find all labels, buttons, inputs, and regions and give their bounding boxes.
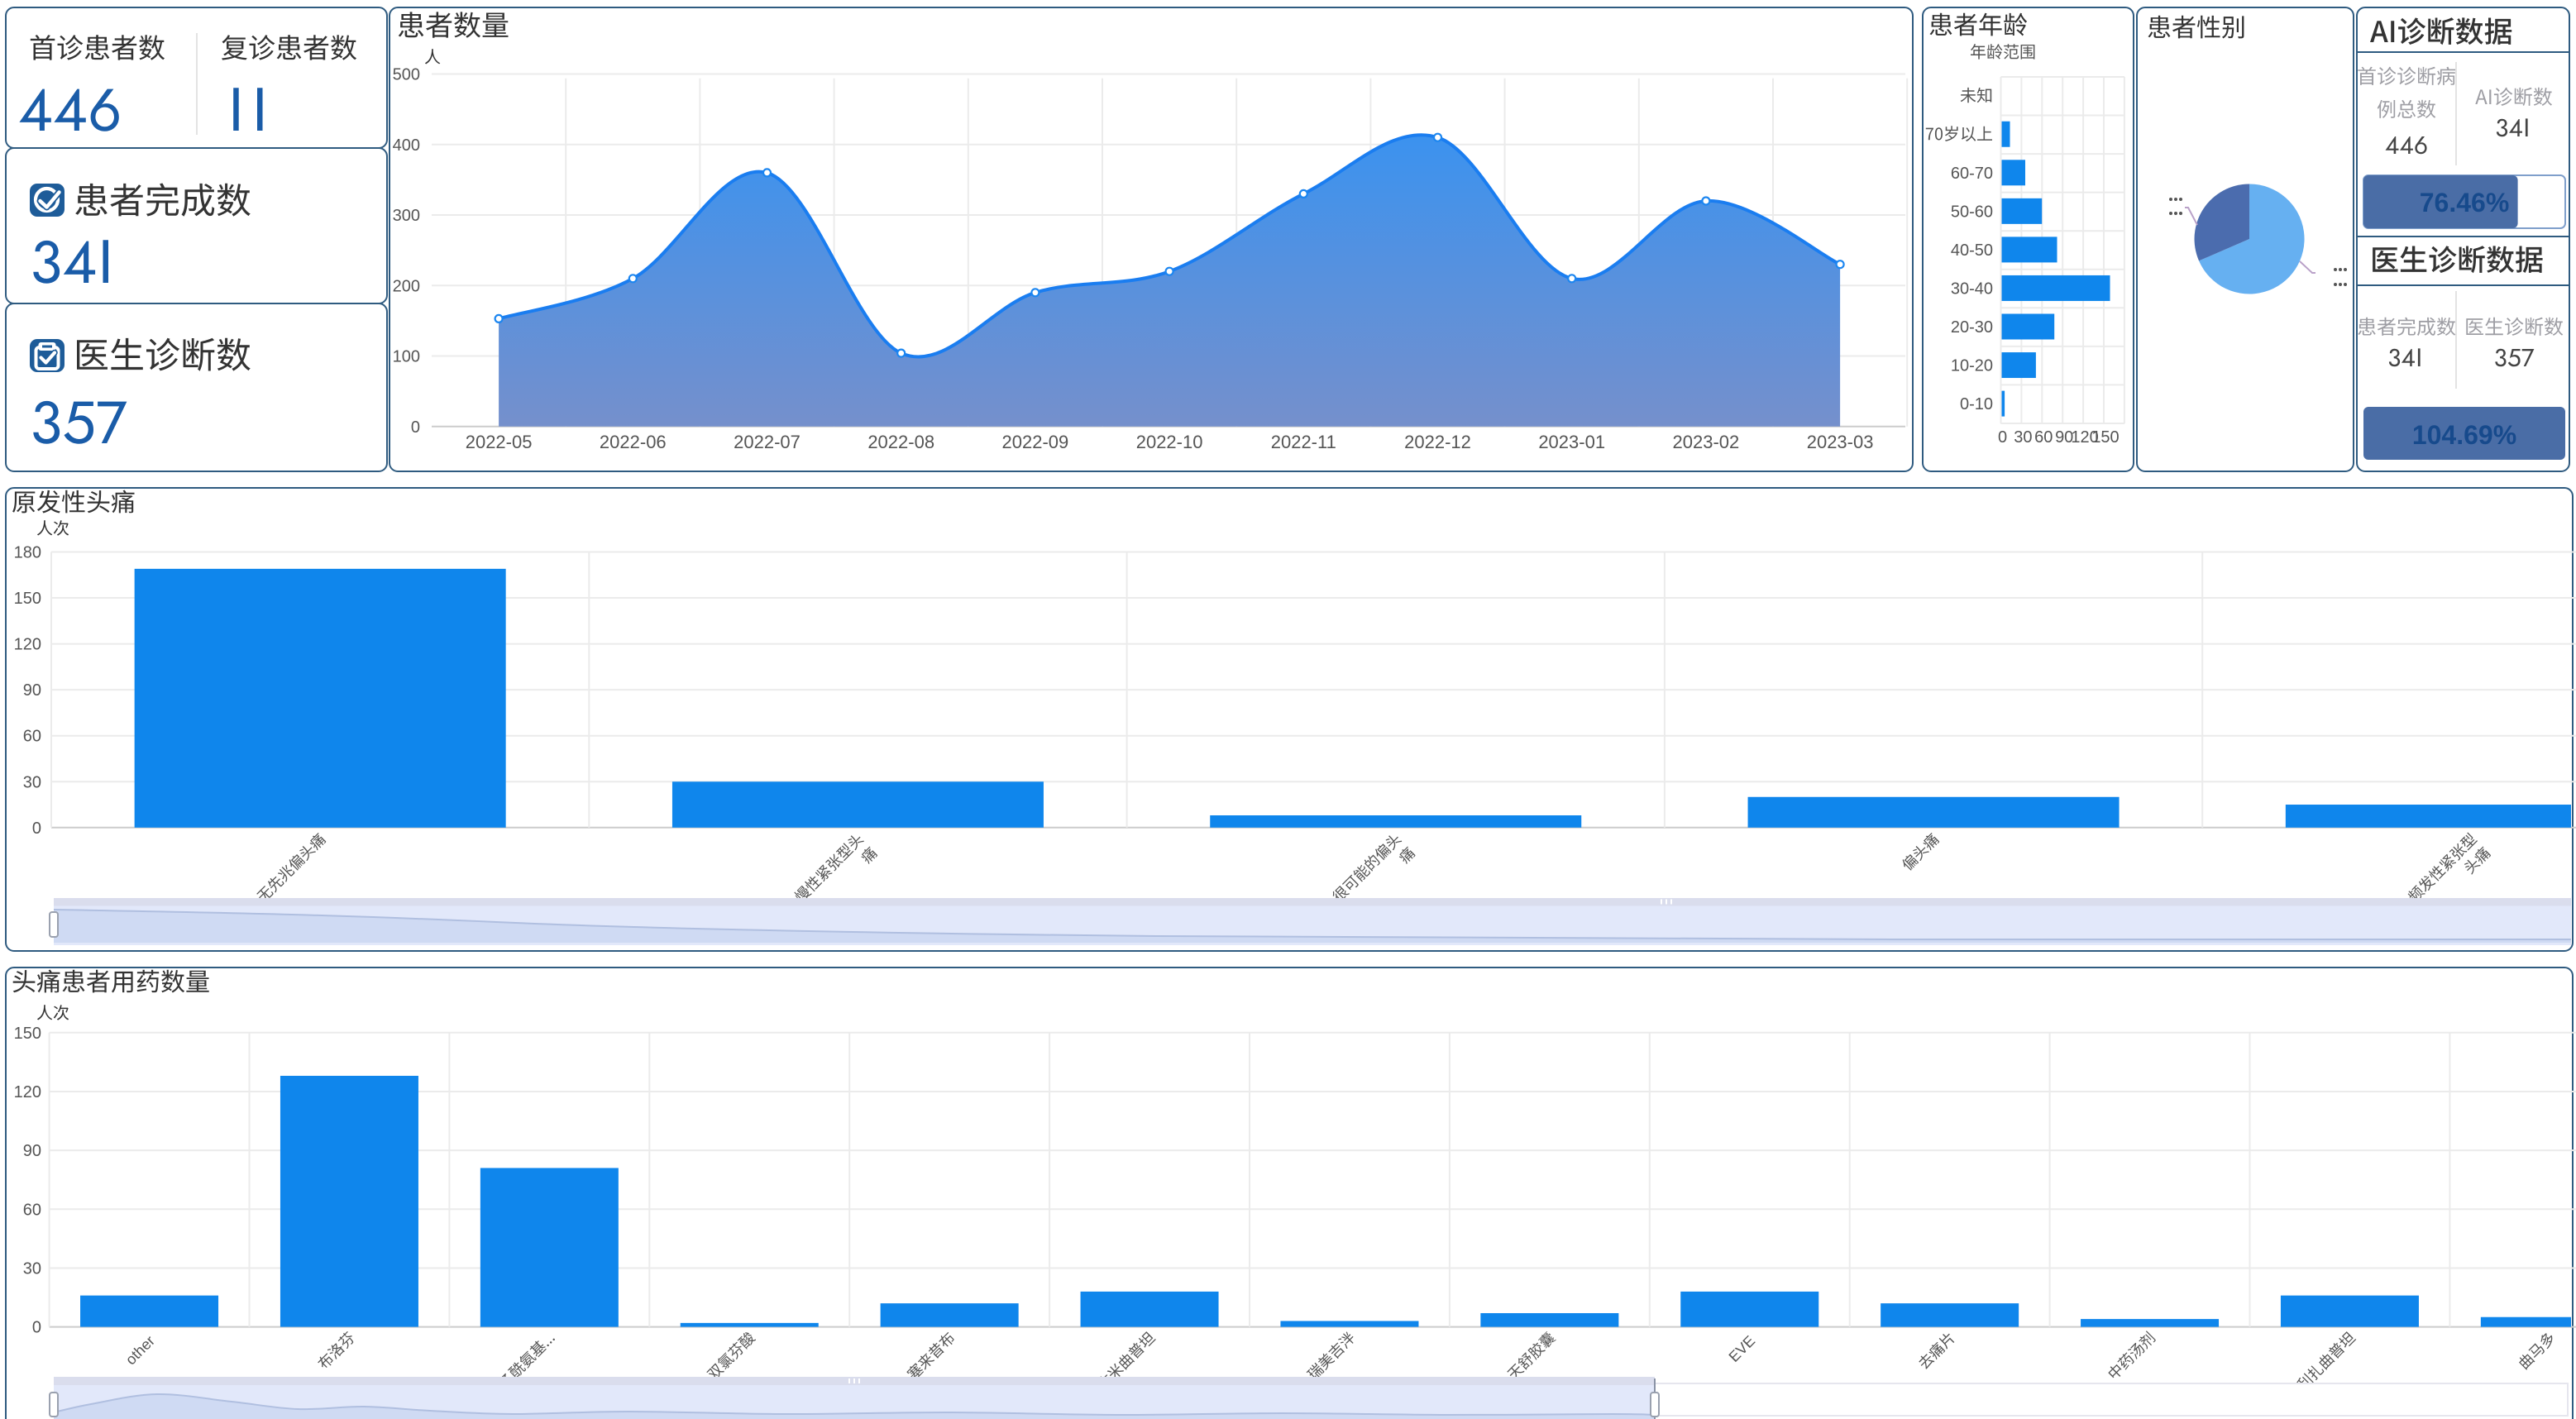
svg-text:2022-07: 2022-07: [734, 432, 801, 452]
svg-text:0: 0: [32, 1319, 41, 1337]
svg-text:30: 30: [23, 773, 41, 791]
svg-text:2022-11: 2022-11: [1271, 432, 1336, 452]
svg-text:2022-12: 2022-12: [1404, 432, 1471, 452]
svg-text:0-10: 0-10: [1960, 395, 1993, 413]
svg-text:150: 150: [2091, 428, 2119, 447]
svg-text:100: 100: [393, 348, 420, 366]
svg-text:30-40: 30-40: [1951, 280, 1993, 298]
svg-text:300: 300: [393, 207, 420, 225]
svg-text:150: 150: [14, 1025, 41, 1043]
svg-text:0: 0: [1998, 428, 2007, 447]
svg-text:120: 120: [14, 636, 41, 654]
svg-text:2023-01: 2023-01: [1538, 432, 1605, 452]
svg-text:30: 30: [23, 1259, 41, 1278]
svg-text:2022-10: 2022-10: [1136, 432, 1203, 452]
svg-text:104.69%: 104.69%: [2412, 420, 2516, 450]
svg-text:0: 0: [32, 819, 41, 838]
svg-text:2022-06: 2022-06: [600, 432, 667, 452]
svg-text:40-50: 40-50: [1951, 241, 1993, 260]
svg-text:400: 400: [393, 136, 420, 155]
svg-text:60-70: 60-70: [1951, 165, 1993, 183]
svg-text:0: 0: [411, 418, 420, 437]
svg-text:2022-08: 2022-08: [867, 432, 934, 452]
svg-text:2023-03: 2023-03: [1807, 432, 1874, 452]
svg-text:2022-09: 2022-09: [1002, 432, 1069, 452]
svg-text:120: 120: [2071, 428, 2098, 447]
svg-text:180: 180: [14, 544, 41, 562]
svg-text:150: 150: [14, 590, 41, 608]
svg-text:2022-05: 2022-05: [466, 432, 533, 452]
svg-text:120: 120: [14, 1083, 41, 1101]
svg-text:60: 60: [2034, 428, 2053, 447]
svg-text:60: 60: [23, 728, 41, 746]
svg-text:90: 90: [23, 1142, 41, 1160]
svg-text:10-20: 10-20: [1951, 357, 1993, 375]
svg-text:500: 500: [393, 66, 420, 84]
svg-text:90: 90: [23, 681, 41, 700]
svg-text:60: 60: [23, 1201, 41, 1219]
svg-text:50-60: 50-60: [1951, 203, 1993, 221]
svg-text:200: 200: [393, 277, 420, 295]
svg-text:90: 90: [2055, 428, 2073, 447]
svg-text:30: 30: [2014, 428, 2032, 447]
svg-text:2023-02: 2023-02: [1673, 432, 1740, 452]
svg-text:20-30: 20-30: [1951, 318, 1993, 337]
svg-text:76.46%: 76.46%: [2420, 188, 2510, 217]
